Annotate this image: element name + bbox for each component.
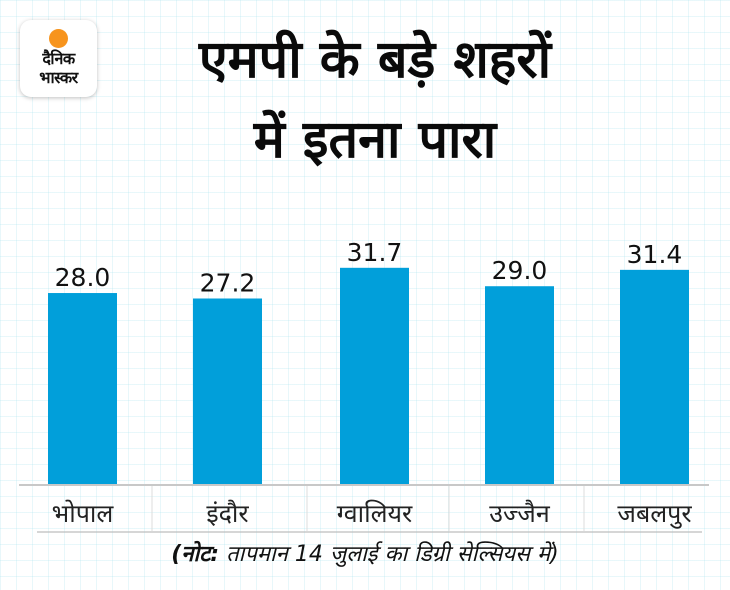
data-label: 27.2	[200, 268, 256, 297]
footnote-prefix: (नोट:	[171, 542, 220, 567]
data-label: 29.0	[492, 256, 548, 285]
category-label: इंदौर	[206, 499, 249, 528]
logo-text-line2: भास्कर	[39, 68, 78, 87]
category-labels-group: भोपाल इंदौर ग्वालियर उज्जैन जबलपुर	[52, 499, 693, 529]
logo-text-line1: दैनिक	[42, 49, 75, 68]
category-label: जबलपुर	[617, 499, 692, 529]
dainik-bhaskar-logo: दैनिक भास्कर	[20, 20, 97, 97]
value-labels-group: 28.0 27.2 31.7 29.0 31.4	[55, 238, 683, 298]
chart-title-line2: में इतना पारा	[253, 110, 497, 170]
sun-icon	[49, 29, 68, 48]
data-label: 31.7	[347, 238, 403, 267]
category-label: भोपाल	[52, 499, 115, 528]
bar	[193, 298, 262, 484]
category-label: उज्जैन	[489, 499, 551, 528]
data-label: 31.4	[627, 240, 683, 269]
bar	[340, 267, 409, 484]
bar	[48, 293, 117, 484]
data-label: 28.0	[55, 263, 111, 292]
category-label: ग्वालियर	[337, 499, 413, 528]
bar	[485, 286, 554, 484]
category-separators	[151, 486, 585, 531]
bar	[620, 269, 689, 484]
footnote: (नोट: तापमान 14 जुलाई का डिग्री सेल्सियस…	[0, 540, 730, 570]
bars-group	[48, 267, 689, 484]
footnote-text: तापमान 14 जुलाई का डिग्री सेल्सियस में)	[219, 542, 559, 567]
chart-title-line1: एमपी के बड़े शहरों	[198, 30, 552, 90]
